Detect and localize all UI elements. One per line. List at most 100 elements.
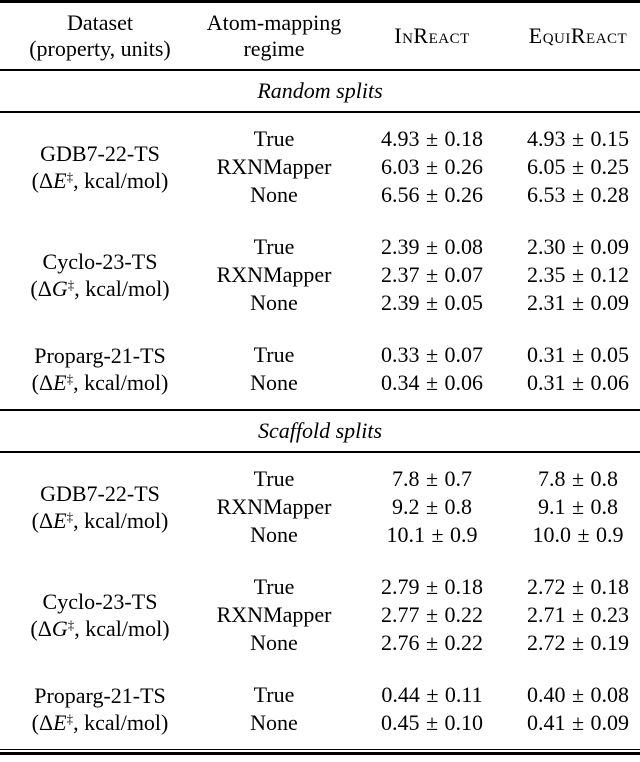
- inreact-value: 0.44 ± 0.11: [381, 681, 483, 707]
- header-regime-line2: regime: [243, 35, 305, 61]
- property-variable: G: [51, 615, 68, 641]
- property-units: , kcal/mol): [73, 507, 169, 533]
- double-dagger-superscript: ‡: [66, 710, 74, 726]
- double-dagger-superscript: ‡: [67, 276, 75, 292]
- equireact-value: 0.31 ± 0.05: [526, 341, 630, 367]
- property-units: , kcal/mol): [73, 709, 169, 735]
- property-units: , kcal/mol): [73, 369, 169, 395]
- regime-cell: RXNMapper: [216, 261, 332, 287]
- dataset-name: Proparg-21-TS: [34, 342, 166, 368]
- regime-cell: True: [253, 125, 295, 151]
- dataset-cell: GDB7-22-TS (ΔE‡, kcal/mol): [0, 452, 200, 561]
- equireact-value: 9.1 ± 0.8: [537, 493, 619, 519]
- equireact-value: 7.8 ± 0.8: [537, 465, 619, 491]
- header-dataset-line1: Dataset: [67, 9, 133, 35]
- header-equireact: EquiReact: [528, 22, 628, 48]
- regime-cell: RXNMapper: [216, 601, 332, 627]
- property-variable: E: [53, 507, 67, 533]
- equireact-value: 2.72 ± 0.19: [526, 629, 630, 655]
- equireact-value: 2.71 ± 0.23: [526, 601, 630, 627]
- dataset-property: (ΔE‡, kcal/mol): [0, 167, 200, 194]
- section-title: Random splits: [257, 77, 383, 103]
- equireact-value: 6.05 ± 0.25: [526, 153, 630, 179]
- equireact-value: 0.40 ± 0.08: [526, 681, 630, 707]
- property-prefix: (Δ: [30, 615, 52, 641]
- regime-cell: True: [253, 465, 295, 491]
- dataset-name: Cyclo-23-TS: [42, 588, 158, 614]
- dataset-cell: Cyclo-23-TS (ΔG‡, kcal/mol): [0, 221, 200, 329]
- regime-cell: True: [253, 681, 295, 707]
- double-dagger-superscript: ‡: [66, 370, 74, 386]
- inreact-value: 2.79 ± 0.18: [380, 573, 484, 599]
- regime-cell: None: [250, 289, 298, 315]
- dataset-property: (ΔE‡, kcal/mol): [0, 709, 200, 736]
- regime-cell: True: [253, 233, 295, 259]
- dataset-cell: Cyclo-23-TS (ΔG‡, kcal/mol): [0, 561, 200, 669]
- double-dagger-superscript: ‡: [66, 168, 74, 184]
- dataset-name: GDB7-22-TS: [40, 480, 160, 506]
- double-dagger-superscript: ‡: [67, 616, 75, 632]
- property-variable: G: [51, 275, 68, 301]
- header-dataset-line2: (property, units): [29, 35, 171, 61]
- property-prefix: (Δ: [31, 369, 54, 395]
- property-variable: E: [53, 167, 67, 193]
- regime-cell: None: [250, 709, 298, 735]
- dataset-name: Proparg-21-TS: [34, 682, 166, 708]
- dataset-cell: Proparg-21-TS (ΔE‡, kcal/mol): [0, 329, 200, 410]
- equireact-value: 2.35 ± 0.12: [526, 261, 630, 287]
- inreact-value: 4.93 ± 0.18: [380, 125, 484, 151]
- equireact-value: 10.0 ± 0.9: [532, 521, 624, 547]
- inreact-value: 10.1 ± 0.9: [386, 521, 478, 547]
- equireact-value: 0.31 ± 0.06: [526, 369, 630, 395]
- property-variable: E: [53, 369, 67, 395]
- property-prefix: (Δ: [31, 507, 54, 533]
- regime-cell: None: [250, 629, 298, 655]
- table-header: Dataset (property, units) Atom-mapping r…: [0, 2, 640, 70]
- inreact-value: 2.39 ± 0.08: [380, 233, 484, 259]
- equireact-value: 6.53 ± 0.28: [526, 181, 630, 207]
- inreact-value: 0.34 ± 0.06: [380, 369, 484, 395]
- dataset-property: (ΔG‡, kcal/mol): [0, 615, 200, 642]
- inreact-value: 2.39 ± 0.05: [380, 289, 484, 315]
- property-prefix: (Δ: [31, 709, 54, 735]
- dataset-cell: GDB7-22-TS (ΔE‡, kcal/mol): [0, 112, 200, 221]
- inreact-value: 2.37 ± 0.07: [380, 261, 484, 287]
- property-prefix: (Δ: [31, 167, 54, 193]
- regime-cell: None: [250, 521, 298, 547]
- property-units: , kcal/mol): [74, 275, 170, 301]
- header-atom-mapping-regime: Atom-mapping regime: [200, 2, 348, 70]
- header-inreact: InReact: [394, 22, 470, 48]
- dataset-name: Cyclo-23-TS: [42, 248, 158, 274]
- inreact-value: 6.03 ± 0.26: [380, 153, 484, 179]
- equireact-value: 0.41 ± 0.09: [526, 709, 630, 735]
- regime-cell: True: [253, 341, 295, 367]
- section-title: Scaffold splits: [257, 417, 383, 443]
- inreact-value: 9.2 ± 0.8: [391, 493, 473, 519]
- inreact-value: 2.77 ± 0.22: [380, 601, 484, 627]
- inreact-value: 0.45 ± 0.10: [380, 709, 484, 735]
- regime-cell: None: [250, 369, 298, 395]
- header-dataset: Dataset (property, units): [0, 2, 200, 70]
- regime-cell: RXNMapper: [216, 493, 332, 519]
- inreact-value: 0.33 ± 0.07: [380, 341, 484, 367]
- regime-cell: RXNMapper: [216, 153, 332, 179]
- table-bottom-rule: [0, 751, 640, 755]
- property-prefix: (Δ: [30, 275, 52, 301]
- regime-cell: True: [253, 573, 295, 599]
- dataset-property: (ΔE‡, kcal/mol): [0, 507, 200, 534]
- equireact-value: 2.30 ± 0.09: [526, 233, 630, 259]
- dataset-cell: Proparg-21-TS (ΔE‡, kcal/mol): [0, 669, 200, 750]
- property-units: , kcal/mol): [74, 615, 170, 641]
- header-regime-line1: Atom-mapping: [206, 9, 342, 35]
- equireact-value: 2.72 ± 0.18: [526, 573, 630, 599]
- property-units: , kcal/mol): [73, 167, 169, 193]
- double-dagger-superscript: ‡: [66, 508, 74, 524]
- equireact-value: 2.31 ± 0.09: [526, 289, 630, 315]
- dataset-property: (ΔE‡, kcal/mol): [0, 369, 200, 396]
- dataset-name: GDB7-22-TS: [40, 140, 160, 166]
- inreact-value: 2.76 ± 0.22: [380, 629, 484, 655]
- inreact-value: 6.56 ± 0.26: [380, 181, 484, 207]
- property-variable: E: [53, 709, 67, 735]
